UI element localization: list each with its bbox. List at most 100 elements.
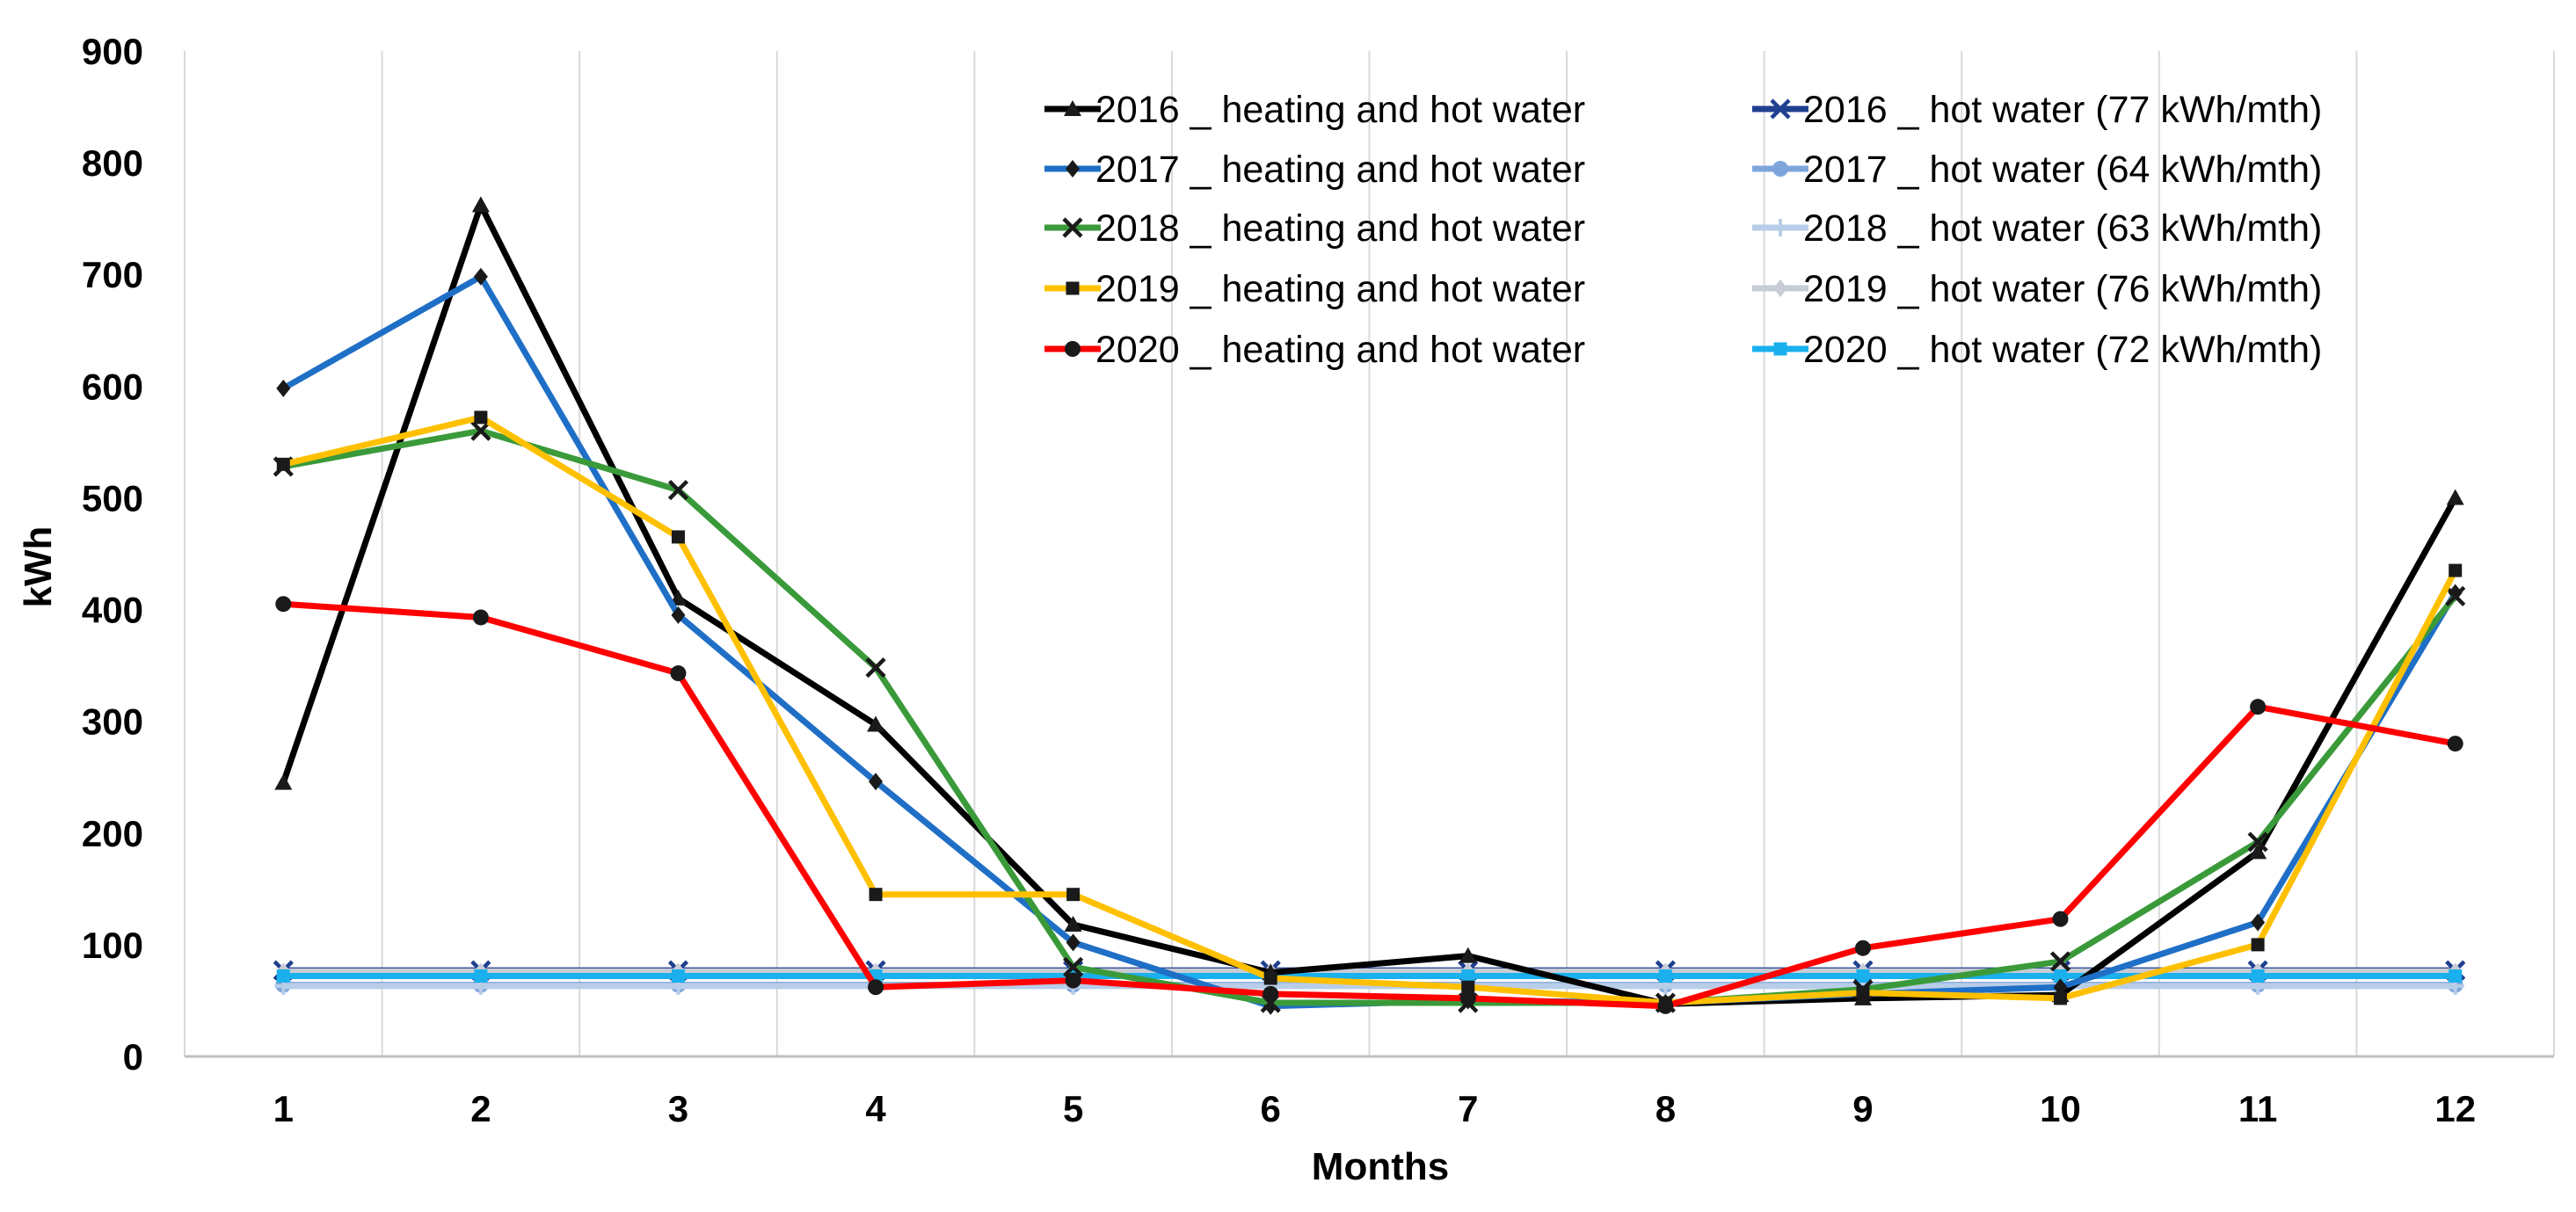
point (276, 969, 290, 983)
x-tick-label: 11 (2238, 1088, 2277, 1129)
point (868, 979, 884, 996)
point (865, 657, 886, 679)
y-tick-label: 0 (123, 1036, 143, 1078)
x-tick-label: 2 (470, 1088, 491, 1129)
point (2247, 831, 2268, 853)
point (470, 420, 491, 441)
y-tick-label: 600 (82, 366, 143, 407)
point (2054, 991, 2068, 1005)
heating-series (273, 196, 2466, 1015)
legend-label: 2016 _ hot water (77 kWh/mth) (1803, 89, 2322, 131)
point (667, 479, 689, 501)
legend-item: 2020 _ hot water (72 kWh/mth) (1752, 329, 2322, 371)
point (1770, 98, 1791, 120)
x-tick-label: 3 (668, 1088, 688, 1129)
point (472, 609, 489, 626)
point (1657, 998, 1674, 1014)
point (1066, 160, 1080, 178)
point (1773, 342, 1787, 356)
point (1064, 100, 1081, 116)
y-axis-title: kWh (17, 526, 60, 608)
point (1062, 217, 1083, 238)
point (2049, 951, 2071, 972)
point (2251, 969, 2265, 983)
point (2449, 563, 2463, 577)
legend-item: 2020 _ heating and hot water (1044, 329, 1585, 371)
point (1856, 986, 1870, 1000)
legend: 2016 _ heating and hot water 2017 _ heati… (1044, 89, 2322, 371)
point (276, 457, 290, 471)
point (869, 773, 884, 791)
point (671, 606, 686, 624)
point (2054, 969, 2068, 983)
point (2249, 843, 2267, 860)
point (669, 589, 688, 606)
point (1772, 219, 1789, 236)
legend-label: 2020 _ hot water (72 kWh/mth) (1803, 329, 2322, 371)
point (670, 665, 687, 682)
point (1066, 281, 1080, 295)
point (1066, 933, 1081, 952)
y-tick-label: 300 (82, 701, 143, 743)
legend-item: 2018 _ heating and hot water (1044, 207, 1585, 250)
point (275, 596, 292, 613)
y-tick-label: 800 (82, 142, 143, 184)
legend-label: 2018 _ hot water (63 kWh/mth) (1803, 207, 2322, 250)
legend-item: 2017 _ heating and hot water (1044, 149, 1585, 191)
legend-item: 2019 _ heating and hot water (1044, 268, 1585, 310)
series-line (282, 427, 2458, 1006)
point (1066, 888, 1081, 902)
legend-label: 2020 _ heating and hot water (1095, 329, 1585, 371)
point (1065, 341, 1081, 357)
legend-label: 2019 _ hot water (76 kWh/mth) (1803, 268, 2322, 310)
point (1658, 969, 1672, 983)
point (2446, 489, 2464, 505)
point (1856, 969, 1870, 983)
point (2447, 736, 2463, 752)
legend-item: 2017 _ hot water (64 kWh/mth) (1752, 149, 2322, 191)
point (2251, 938, 2265, 952)
legend-label: 2016 _ heating and hot water (1095, 89, 1585, 131)
point (1263, 971, 1277, 985)
point (1065, 972, 1081, 989)
point (1063, 956, 1084, 977)
y-tick-label: 200 (82, 813, 143, 854)
series-line (283, 600, 2456, 1010)
legend-item: 2018 _ hot water (63 kWh/mth) (1752, 207, 2322, 250)
point (471, 196, 490, 213)
point (2053, 978, 2068, 997)
legend-item: 2019 _ hot water (76 kWh/mth) (1752, 268, 2322, 310)
point (869, 888, 883, 902)
point (1064, 916, 1082, 933)
y-tick-label: 400 (82, 590, 143, 631)
y-tick-label: 500 (82, 477, 143, 519)
series-line (280, 201, 2458, 1007)
point (1461, 969, 1475, 983)
x-tick-label: 12 (2434, 1088, 2476, 1129)
legend-item: 2016 _ heating and hot water (1044, 89, 1585, 131)
point (2449, 969, 2463, 983)
x-tick-label: 4 (865, 1088, 886, 1129)
x-tick-label: 5 (1063, 1088, 1083, 1129)
point (1773, 279, 1787, 297)
point (474, 969, 488, 983)
point (1263, 985, 1279, 1002)
legend-label: 2017 _ heating and hot water (1095, 149, 1585, 191)
x-tick-label: 10 (2040, 1088, 2081, 1129)
series-line (282, 414, 2458, 1006)
x-tick-label: 7 (1458, 1088, 1478, 1129)
legend-label: 2019 _ heating and hot water (1095, 268, 1585, 310)
point (1461, 980, 1475, 994)
point (671, 530, 685, 544)
point (274, 773, 293, 790)
series-2020-heating-and-hot-water (275, 596, 2463, 1014)
point (2250, 699, 2267, 715)
point (276, 379, 291, 397)
x-tick-label: 1 (273, 1088, 294, 1129)
x-tick-label: 9 (1852, 1088, 1873, 1129)
point (2052, 911, 2069, 927)
point (1459, 990, 1476, 1006)
